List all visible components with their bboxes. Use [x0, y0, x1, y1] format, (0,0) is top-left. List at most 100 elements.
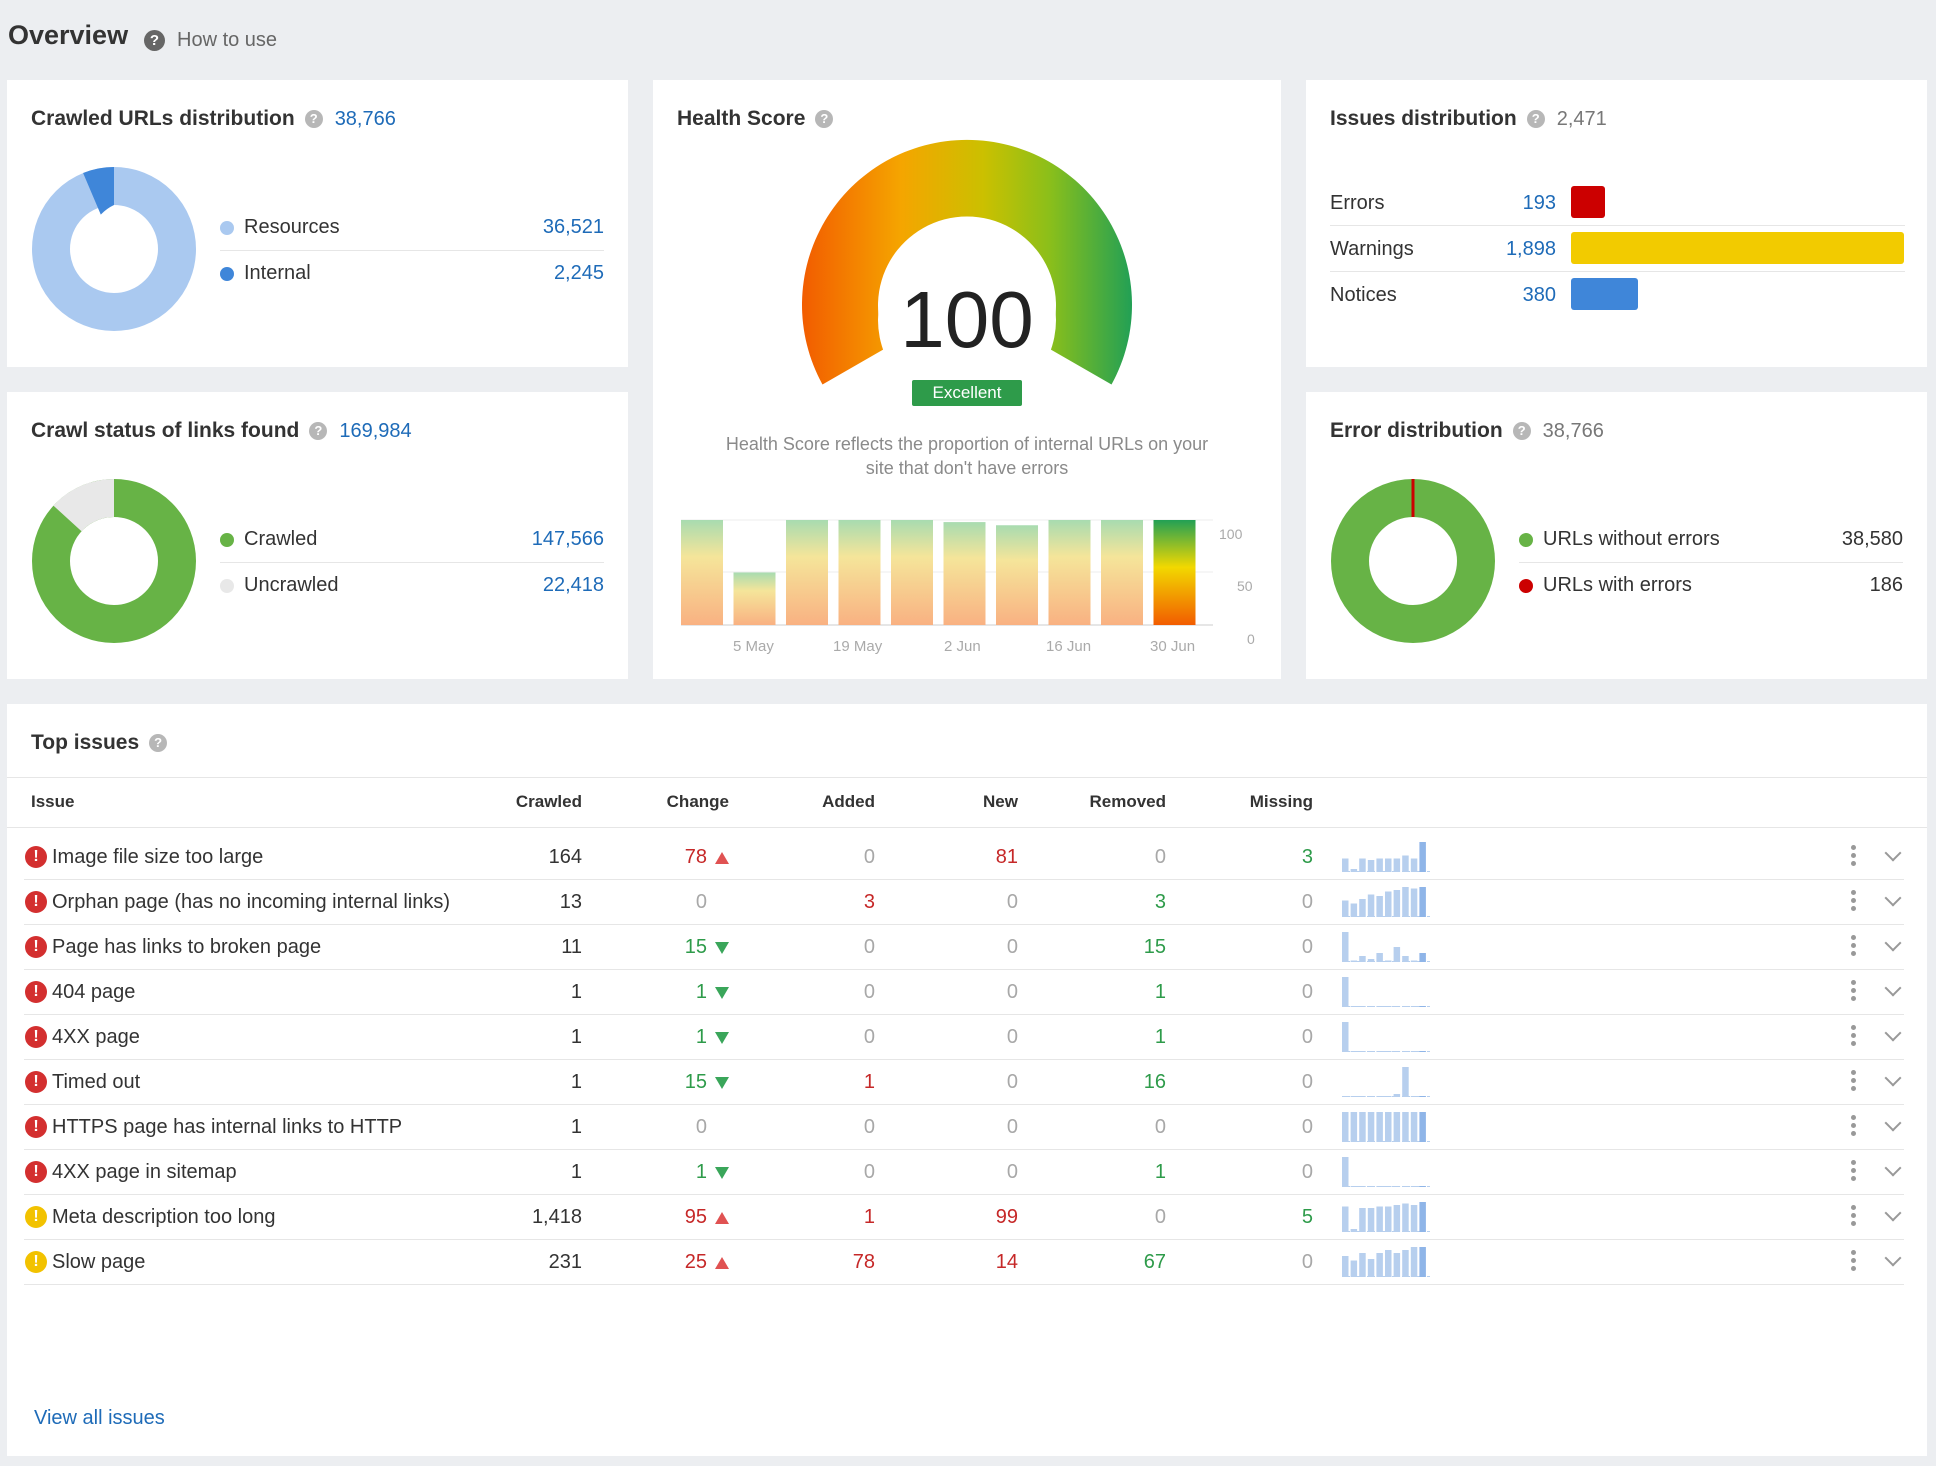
cell-change[interactable]: 95	[685, 1206, 729, 1229]
cell-crawled: 1	[571, 981, 582, 1004]
issue-name-link[interactable]: Page has links to broken page	[52, 936, 322, 958]
cell-value: 0	[863, 1161, 875, 1183]
more-options-icon[interactable]	[1851, 890, 1857, 914]
health-bar[interactable]	[733, 572, 776, 626]
column-header-crawled[interactable]: Crawled	[515, 792, 582, 811]
cell-removed[interactable]: 3	[1155, 891, 1166, 914]
cell-change[interactable]: 25	[685, 1251, 729, 1274]
cell-removed[interactable]: 16	[1144, 1071, 1166, 1094]
cell-value: 1	[863, 1206, 875, 1228]
help-icon[interactable]: ?	[304, 110, 323, 128]
errors-bar[interactable]	[1571, 186, 1605, 218]
cell-missing[interactable]: 5	[1302, 1206, 1313, 1229]
help-icon[interactable]: ?	[149, 734, 168, 752]
health-bar[interactable]	[838, 520, 881, 625]
cell-value: 1	[1154, 1026, 1166, 1048]
resources-value[interactable]: 36,521	[542, 216, 604, 238]
warnings-bar[interactable]	[1571, 232, 1904, 264]
health-bar[interactable]	[786, 520, 828, 625]
sparkline-bar	[1342, 900, 1349, 917]
health-bar[interactable]	[996, 525, 1038, 625]
cell-removed[interactable]: 67	[1144, 1251, 1166, 1274]
cell-added[interactable]: 78	[853, 1251, 875, 1274]
cell-new[interactable]: 14	[996, 1251, 1018, 1274]
cell-value: 3	[1301, 846, 1313, 868]
issue-name-link[interactable]: Slow page	[52, 1251, 146, 1273]
health-bar[interactable]	[1153, 520, 1196, 625]
cell-change[interactable]: 1	[696, 1026, 729, 1049]
more-options-icon[interactable]	[1851, 1070, 1857, 1094]
help-icon[interactable]: ?	[309, 422, 328, 440]
more-options-icon[interactable]	[1851, 1250, 1857, 1274]
chevron-down-icon[interactable]	[1884, 844, 1902, 862]
chevron-down-icon[interactable]	[1884, 1024, 1902, 1042]
help-icon[interactable]: ?	[1526, 110, 1545, 128]
issue-name-link[interactable]: 404 page	[52, 981, 136, 1003]
cell-missing[interactable]: 3	[1302, 846, 1313, 869]
crawled-value[interactable]: 147,566	[531, 528, 604, 550]
chevron-down-icon[interactable]	[1884, 1204, 1902, 1222]
column-header-issue[interactable]: Issue	[31, 792, 75, 811]
chevron-down-icon[interactable]	[1884, 889, 1902, 907]
cell-removed[interactable]: 1	[1155, 981, 1166, 1004]
chevron-down-icon[interactable]	[1884, 1249, 1902, 1267]
crawl-status-total[interactable]: 169,984	[339, 419, 412, 442]
cell-removed: 0	[1155, 846, 1166, 869]
cell-added[interactable]: 1	[864, 1071, 875, 1094]
cell-removed[interactable]: 1	[1155, 1026, 1166, 1049]
column-header-added[interactable]: Added	[822, 792, 875, 811]
column-header-new[interactable]: New	[983, 792, 1018, 811]
notices-bar[interactable]	[1571, 278, 1638, 310]
errors-value[interactable]: 193	[1522, 192, 1556, 214]
column-header-missing[interactable]: Missing	[1249, 792, 1313, 811]
health-bar[interactable]	[681, 520, 723, 625]
chevron-down-icon[interactable]	[1884, 1069, 1902, 1087]
chevron-down-icon[interactable]	[1884, 1114, 1902, 1132]
issue-name-link[interactable]: 4XX page	[52, 1026, 140, 1048]
column-header-change[interactable]: Change	[666, 792, 729, 811]
health-bar[interactable]	[891, 520, 933, 625]
help-icon[interactable]: ?	[815, 110, 834, 128]
cell-change[interactable]: 15	[685, 936, 729, 959]
issue-name-link[interactable]: 4XX page in sitemap	[52, 1161, 237, 1183]
issue-name-link[interactable]: Image file size too large	[52, 846, 264, 868]
more-options-icon[interactable]	[1851, 1160, 1857, 1184]
more-options-icon[interactable]	[1851, 980, 1857, 1004]
cell-value: 1	[570, 1026, 582, 1048]
issue-name-link[interactable]: Meta description too long	[52, 1206, 276, 1228]
cell-change[interactable]: 15	[685, 1071, 729, 1094]
cell-change[interactable]: 1	[696, 1161, 729, 1184]
cell-change[interactable]: 78	[685, 846, 729, 869]
cell-added[interactable]: 1	[864, 1206, 875, 1229]
cell-removed[interactable]: 15	[1144, 936, 1166, 959]
health-bar[interactable]	[943, 522, 986, 625]
column-header-removed[interactable]: Removed	[1089, 792, 1166, 811]
more-options-icon[interactable]	[1851, 845, 1857, 869]
more-options-icon[interactable]	[1851, 1025, 1857, 1049]
chevron-down-icon[interactable]	[1884, 934, 1902, 952]
cell-removed[interactable]: 1	[1155, 1161, 1166, 1184]
crawled-urls-total[interactable]: 38,766	[334, 107, 396, 130]
uncrawled-value[interactable]: 22,418	[542, 574, 604, 596]
cell-new[interactable]: 81	[996, 846, 1018, 869]
health-bar[interactable]	[1048, 520, 1091, 625]
internal-value[interactable]: 2,245	[553, 262, 604, 284]
notices-value[interactable]: 380	[1522, 284, 1556, 306]
chevron-down-icon[interactable]	[1884, 1159, 1902, 1177]
issue-name-link[interactable]: Orphan page (has no incoming internal li…	[52, 891, 450, 913]
cell-added[interactable]: 3	[864, 891, 875, 914]
how-to-use-link[interactable]: ? How to use	[144, 29, 277, 52]
help-icon[interactable]: ?	[1512, 422, 1531, 440]
issue-name-link[interactable]: Timed out	[52, 1071, 141, 1093]
issue-name-link[interactable]: HTTPS page has internal links to HTTP	[52, 1116, 403, 1138]
cell-change[interactable]: 1	[696, 981, 729, 1004]
view-all-issues-link[interactable]: View all issues	[34, 1407, 165, 1429]
cell-new[interactable]: 99	[996, 1206, 1018, 1229]
more-options-icon[interactable]	[1851, 1115, 1857, 1139]
errors-label: Errors	[1330, 192, 1385, 214]
warnings-value[interactable]: 1,898	[1505, 238, 1556, 260]
health-bar[interactable]	[1101, 520, 1143, 625]
chevron-down-icon[interactable]	[1884, 979, 1902, 997]
more-options-icon[interactable]	[1851, 935, 1857, 959]
more-options-icon[interactable]	[1851, 1205, 1857, 1229]
